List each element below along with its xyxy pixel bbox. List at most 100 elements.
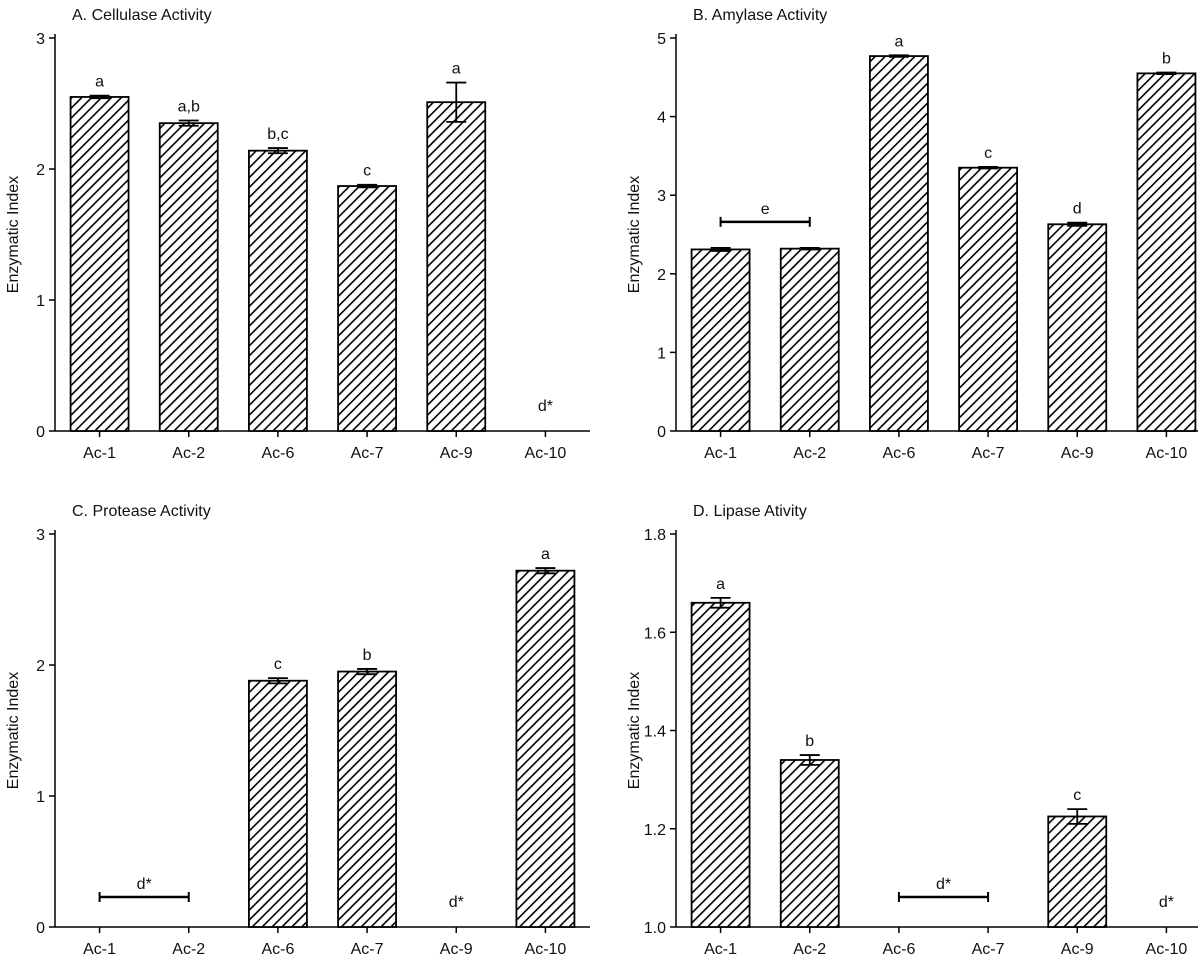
significance-letter: c [1073,787,1081,804]
bar [1136,72,1197,432]
panel-title: A. Cellulase Activity [72,7,212,24]
bar [869,55,929,432]
x-tick-label: Ac-1 [83,941,116,958]
significance-letter: a [452,61,461,78]
bar [779,759,840,928]
significance-letter: c [363,163,371,180]
y-axis-label: Enzymatic Index [5,176,22,293]
bar [1047,223,1108,432]
bar [69,96,130,432]
significance-letter: d* [538,398,553,415]
bar [690,248,751,432]
error-bar [535,567,556,575]
x-tick-label: Ac-6 [261,941,294,958]
x-tick-label: Ac-7 [972,445,1005,462]
error-bar [978,166,999,170]
x-tick-label: Ac-10 [1146,941,1188,958]
significance-letter: b [363,647,372,664]
y-axis-label: Enzymatic Index [626,672,643,789]
x-tick-label: Ac-6 [882,941,915,958]
significance-letter: d [1073,201,1082,218]
y-tick-label: 2 [657,267,666,284]
error-bar [357,183,378,189]
x-tick-label: Ac-10 [525,941,567,958]
error-bar [710,596,731,609]
bar [1047,815,1108,928]
x-tick-label: Ac-1 [83,445,116,462]
y-tick-label: 2 [36,162,45,179]
bar [690,601,751,928]
bar [337,185,397,432]
y-tick-label: 1.4 [644,724,666,741]
y-tick-label: 3 [36,31,45,48]
significance-letter: d* [137,876,152,893]
error-bar [799,246,820,251]
x-tick-label: Ac-1 [704,941,737,958]
x-tick-label: Ac-1 [704,445,737,462]
y-tick-label: 1 [657,345,666,362]
y-tick-label: 5 [657,31,666,48]
error-bar [799,754,820,766]
error-bar [357,668,378,676]
y-tick-label: 3 [36,527,45,544]
x-tick-label: Ac-9 [440,445,473,462]
bar [515,569,576,928]
significance-letter: a,b [178,99,200,116]
y-tick-label: 0 [36,920,45,937]
x-tick-label: Ac-7 [351,445,384,462]
significance-letter: a [541,546,550,563]
error-bar [888,54,909,58]
significance-letter: d* [1159,894,1174,911]
x-tick-label: Ac-2 [172,941,205,958]
x-tick-label: Ac-2 [172,445,205,462]
y-tick-label: 1.8 [644,527,666,544]
y-tick-label: 4 [657,110,666,127]
x-tick-label: Ac-9 [440,941,473,958]
significance-letter: e [761,201,770,218]
x-tick-label: Ac-10 [525,445,567,462]
significance-letter: b [1162,51,1171,68]
bar [158,122,219,432]
y-tick-label: 1 [36,293,45,310]
y-axis-label: Enzymatic Index [5,672,22,789]
significance-letter: a [95,74,104,91]
bar [426,101,487,432]
y-tick-label: 1.2 [644,822,666,839]
x-tick-label: Ac-6 [261,445,294,462]
x-tick-label: Ac-10 [1146,445,1188,462]
error-bar [89,94,110,100]
x-tick-label: Ac-9 [1061,445,1094,462]
x-tick-label: Ac-9 [1061,941,1094,958]
x-tick-label: Ac-7 [351,941,384,958]
significance-letter: c [984,145,992,162]
error-bar [267,677,288,685]
significance-letter: b,c [267,126,288,143]
significance-letter: c [274,656,282,673]
error-bar [178,119,199,127]
significance-letter: d* [936,876,951,893]
y-axis-label: Enzymatic Index [626,176,643,293]
x-tick-label: Ac-7 [972,941,1005,958]
x-tick-label: Ac-2 [793,445,826,462]
panel-title: B. Amylase Activity [693,7,827,24]
panel-title: C. Protease Activity [72,503,211,520]
significance-letter: b [805,733,814,750]
y-tick-label: 2 [36,658,45,675]
significance-letter: a [716,576,725,593]
bar [337,670,397,928]
error-bar [1067,808,1088,825]
bar [779,247,840,432]
error-bar [1156,71,1177,76]
error-bar [1067,221,1088,227]
y-tick-label: 0 [657,424,666,441]
significance-letter: d* [449,894,464,911]
bar [248,679,308,928]
y-tick-label: 3 [657,188,666,205]
bar [248,149,308,432]
y-tick-label: 1 [36,789,45,806]
x-tick-label: Ac-6 [882,445,915,462]
significance-letter: a [894,33,903,50]
error-bar [446,81,467,123]
y-tick-label: 1.6 [644,625,666,642]
